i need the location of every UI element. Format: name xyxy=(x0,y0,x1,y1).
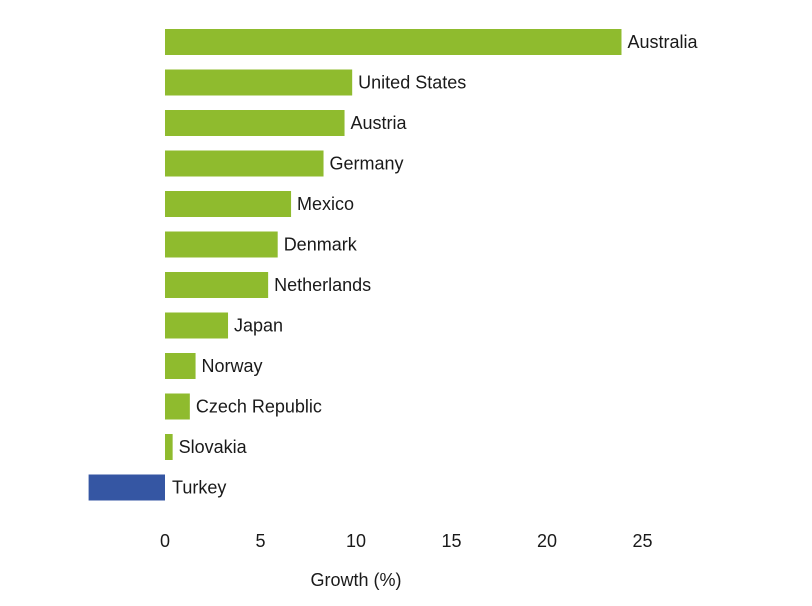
x-tick-label: 25 xyxy=(632,531,652,551)
x-tick-label: 5 xyxy=(255,531,265,551)
bar-label-japan: Japan xyxy=(234,316,283,336)
bar-slovakia xyxy=(165,434,173,460)
bar-label-turkey: Turkey xyxy=(172,478,226,498)
bar-label-austria: Austria xyxy=(351,113,408,133)
bar-label-germany: Germany xyxy=(330,154,404,174)
x-axis-ticks: 0 5 10 15 20 25 xyxy=(160,531,653,551)
bar-labels-group: Australia United States Austria Germany Mexi… xyxy=(172,32,699,498)
bars-group xyxy=(88,29,622,501)
bar-austria xyxy=(165,110,345,136)
bar-label-norway: Norway xyxy=(202,356,263,376)
bar-label-netherlands: Netherlands xyxy=(274,275,371,295)
bar-label-mexico: Mexico xyxy=(297,194,354,214)
bar-label-czech-republic: Czech Republic xyxy=(196,397,322,417)
bar-turkey xyxy=(88,474,165,501)
x-tick-label: 15 xyxy=(441,531,461,551)
bar-japan xyxy=(165,312,229,339)
bar-united-states xyxy=(165,69,353,96)
x-tick-label: 20 xyxy=(537,531,557,551)
bar-mexico xyxy=(165,191,292,217)
bar-czech-republic xyxy=(165,393,190,420)
bar-netherlands xyxy=(165,272,269,298)
bar-label-denmark: Denmark xyxy=(284,235,358,255)
x-tick-label: 10 xyxy=(346,531,366,551)
x-axis-label: Growth (%) xyxy=(310,570,401,590)
bar-norway xyxy=(165,353,196,379)
bar-label-slovakia: Slovakia xyxy=(179,437,248,457)
x-tick-label: 0 xyxy=(160,531,170,551)
bar-label-australia: Australia xyxy=(627,32,698,52)
bar-denmark xyxy=(165,231,278,258)
bar-australia xyxy=(165,29,622,55)
bar-label-united-states: United States xyxy=(358,73,466,93)
bar-germany xyxy=(165,150,324,177)
